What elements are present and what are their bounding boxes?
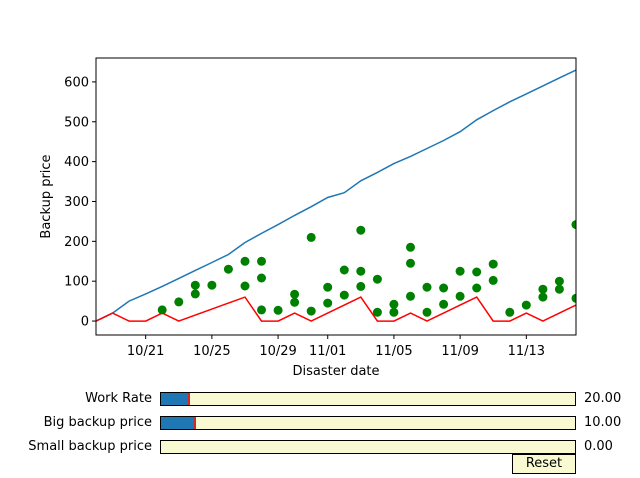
backup-price-chart: 0 100 200 300 400 500 600 10/21 10/25 10/29 11/01 1… (39, 57, 577, 379)
scatter-point (306, 232, 316, 242)
scatter-point (554, 284, 564, 294)
scatter-point (472, 267, 482, 277)
scatter-point (455, 291, 465, 301)
scatter-point (306, 306, 316, 316)
x-axis-label: Disaster date (292, 364, 379, 379)
scatter-point (356, 266, 366, 276)
small-backup-price-value: 0.00 (584, 439, 613, 454)
x-tick-label: 11/09 (441, 344, 478, 359)
work-rate-slider-row: Work Rate 20.00 (0, 391, 640, 408)
scatter-point (571, 293, 576, 303)
axes: 0 100 200 300 400 500 600 10/21 10/25 10/29 11/01 1… (64, 75, 545, 359)
y-tick-label: 100 (64, 275, 89, 290)
scatter-point (356, 281, 366, 291)
scatter-point (190, 280, 200, 290)
scatter-point (505, 307, 515, 317)
x-tick-label: 10/21 (127, 344, 164, 359)
scatter-point (157, 305, 167, 315)
scatter-point (538, 284, 548, 294)
small-backup-price-label: Small backup price (28, 439, 152, 454)
scatter-point (554, 276, 564, 286)
scatter-point (472, 283, 482, 293)
scatter-point (190, 289, 200, 299)
scatter-point (174, 297, 184, 307)
work-rate-value: 20.00 (584, 391, 622, 406)
scatter-point (488, 275, 498, 285)
big-backup-price-value: 10.00 (584, 415, 622, 430)
work-rate-label: Work Rate (85, 391, 152, 406)
y-tick-label: 600 (64, 75, 89, 90)
scatter-point (339, 290, 349, 300)
scatter-point (488, 259, 498, 269)
scatter-point (372, 307, 382, 317)
scatter-point (439, 299, 449, 309)
scatter-point (439, 283, 449, 293)
scatter-point (339, 265, 349, 275)
scatter-point (422, 307, 432, 317)
big-backup-price-slider-fill (161, 417, 196, 429)
y-axis-label: Backup price (39, 154, 54, 238)
plot-area (96, 69, 576, 322)
scatter-point (455, 266, 465, 276)
x-tick-label: 11/05 (375, 344, 412, 359)
plot-frame (95, 57, 577, 336)
scatter-point (207, 280, 217, 290)
work-rate-slider-fill (161, 393, 189, 405)
scatter-point (356, 225, 366, 235)
x-tick-label: 10/29 (259, 344, 296, 359)
x-tick-label: 11/01 (309, 344, 346, 359)
x-tick-label: 10/25 (193, 344, 230, 359)
scatter-point (406, 242, 415, 252)
scatter-point (389, 299, 399, 309)
scatter-point (223, 264, 233, 274)
y-tick-label: 300 (64, 195, 89, 210)
small-backup-price-slider[interactable] (160, 440, 576, 454)
scatter-point (323, 298, 333, 308)
small-backup-price-slider-row: Small backup price 0.00 (0, 439, 640, 456)
scatter-point (290, 289, 300, 299)
scatter-point (240, 256, 250, 266)
big-backup-price-slider[interactable] (160, 416, 576, 430)
scatter-point (521, 300, 531, 310)
big-backup-price-slider-row: Big backup price 10.00 (0, 415, 640, 432)
scatter-point (257, 273, 266, 283)
scatter-point (422, 282, 432, 292)
y-tick-label: 500 (64, 115, 89, 130)
scatter-point (538, 292, 548, 302)
x-tick-label: 11/13 (508, 344, 545, 359)
scatter-point (240, 281, 250, 291)
big-backup-price-slider-handle[interactable] (194, 417, 197, 429)
scatter-point (571, 220, 576, 230)
y-tick-label: 200 (64, 235, 89, 250)
big-backup-price-label: Big backup price (43, 415, 152, 430)
y-tick-label: 0 (81, 315, 89, 330)
scatter-point (406, 258, 415, 268)
series-line-0 (96, 69, 576, 322)
scatter-point (372, 274, 382, 284)
work-rate-slider-handle[interactable] (187, 393, 190, 405)
scatter-point (257, 256, 266, 266)
scatter-point (273, 305, 283, 315)
scatter-point (323, 282, 333, 292)
scatter-point (290, 297, 300, 307)
scatter-point (389, 307, 399, 317)
reset-button[interactable]: Reset (512, 454, 576, 474)
series-line-1 (96, 296, 576, 322)
y-tick-label: 400 (64, 155, 89, 170)
scatter-point (406, 291, 415, 301)
scatter-point (257, 305, 266, 315)
work-rate-slider[interactable] (160, 392, 576, 406)
